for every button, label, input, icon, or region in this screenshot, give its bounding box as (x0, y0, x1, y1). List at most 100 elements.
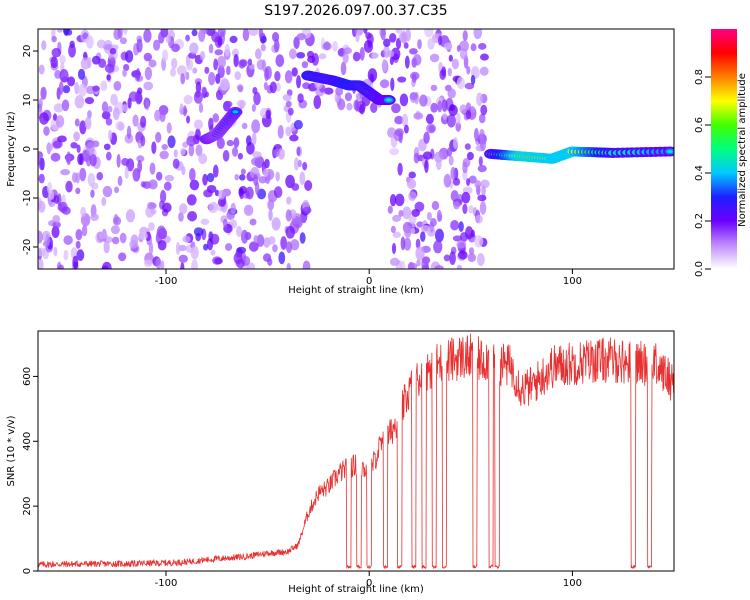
spectrogram-cell (466, 151, 474, 161)
spectrogram-cell (161, 143, 168, 150)
spectrogram-cell (226, 65, 231, 76)
snr-ticks: -100 0 100 0 200 400 600 (22, 367, 582, 589)
spectrogram-cell (481, 185, 486, 196)
spectrogram-cell (136, 155, 145, 163)
spectrogram-cell (269, 81, 277, 94)
spectrogram-cell (180, 73, 186, 85)
spectrogram-cell (258, 176, 268, 184)
spectrogram-cell (46, 143, 54, 152)
spectrogram-cell (38, 157, 44, 170)
spectrogram-cell (251, 132, 257, 146)
spectrogram-cell (459, 104, 467, 114)
spectrogram-cell (480, 179, 490, 189)
spectrogram-ridge-cell (385, 98, 392, 102)
spectrogram-cell (126, 125, 132, 140)
spectrogram-cell (265, 65, 272, 80)
spectrogram-cell (299, 232, 306, 244)
spectrogram-cell (151, 141, 157, 154)
spectrogram-cell (212, 113, 220, 123)
spectrogram-cell (304, 180, 313, 191)
spectrogram-cell (222, 149, 230, 162)
spectrogram-cell (301, 61, 309, 69)
spectrogram-cell (447, 67, 452, 77)
spectrogram-cell (268, 236, 276, 245)
spectrogram-cell (446, 114, 456, 128)
spectrogram-cell (112, 107, 120, 121)
spectrogram-cell (278, 251, 286, 265)
snr-y-tick-label: 0 (22, 568, 33, 574)
spectrogram-cell (87, 110, 92, 119)
spectrogram-cell (307, 55, 316, 64)
spectrogram-cell (153, 39, 161, 51)
spectrogram-cell (256, 234, 265, 247)
spectrogram-cell (74, 95, 85, 109)
spectrogram-cell (409, 48, 418, 55)
spectrogram-cell (473, 29, 483, 40)
spectrogram-cell (273, 38, 280, 53)
spectrogram-cell (245, 186, 254, 200)
spectrogram-cell (363, 40, 374, 53)
spectrogram-cell (464, 143, 471, 150)
spectrogram-cell (322, 42, 332, 51)
spectrogram-cell (119, 232, 127, 244)
spectrogram-cell (166, 122, 172, 134)
spectrogram-cell (46, 182, 53, 194)
spectrogram-cell (458, 250, 468, 260)
spectrogram-cell (140, 115, 147, 128)
spectrogram-cell (167, 135, 176, 149)
spectrogram-cell (106, 74, 111, 81)
spectrogram-cell (261, 59, 267, 72)
spectrogram-cell (214, 189, 220, 197)
spectrogram-cell (390, 225, 396, 234)
spectrogram-cell (332, 40, 338, 52)
spectrogram-cell (355, 32, 360, 43)
spectrogram-cell (453, 201, 460, 210)
spectrogram-cell (275, 82, 281, 92)
spectrogram-cell (479, 201, 487, 215)
spectrogram-cell (392, 231, 401, 238)
spectrogram-cell (470, 74, 476, 85)
snr-frame (37, 330, 675, 572)
spectrogram-cell (150, 208, 157, 215)
spectrogram-cell (285, 241, 293, 254)
spectrogram-cell (79, 120, 87, 135)
spectrogram-cell (455, 121, 462, 132)
spectrogram-cell (452, 235, 462, 242)
spectrogram-cell (248, 29, 259, 36)
spectrogram-cell (263, 168, 269, 178)
spectrogram-cell (439, 69, 447, 80)
spectrogram-cell (426, 212, 432, 221)
spectrogram-cell (208, 117, 214, 131)
snr-y-label: SNR (10 * v/v) (6, 415, 17, 486)
spectrogram-cell (446, 147, 453, 157)
spectrogram-cell (346, 102, 353, 111)
spectrogram-cell (429, 217, 437, 227)
spectrogram-x-tick-label: 0 (366, 276, 372, 287)
spectrogram-cell (354, 99, 360, 112)
spectrogram-cell (466, 178, 471, 186)
spectrogram-cell (77, 68, 86, 80)
spectrogram-cell (110, 93, 118, 106)
spectrogram-cell (80, 206, 87, 218)
spectrogram-cell (245, 135, 252, 146)
spectrogram-cell (293, 119, 303, 130)
spectrogram-cell (255, 48, 262, 60)
spectrogram-cell (72, 255, 79, 269)
spectrogram-cell (394, 115, 404, 125)
spectrogram-cell (137, 160, 143, 173)
spectrogram-cell (478, 113, 486, 124)
spectrogram-cell (175, 242, 181, 255)
spectrogram-cell (297, 159, 302, 168)
spectrogram-cell (420, 225, 431, 233)
spectrogram-cell (122, 69, 127, 77)
spectrogram-cell (61, 99, 70, 112)
spectrogram-cell (275, 54, 285, 67)
spectrogram-cell (149, 162, 156, 175)
spectrogram-cell (394, 193, 405, 207)
spectrogram-cell (437, 100, 443, 113)
spectrogram-cell (84, 97, 95, 105)
spectrogram-cell (45, 233, 50, 247)
spectrogram-cell (73, 131, 80, 142)
spectrogram-cell (260, 43, 266, 52)
